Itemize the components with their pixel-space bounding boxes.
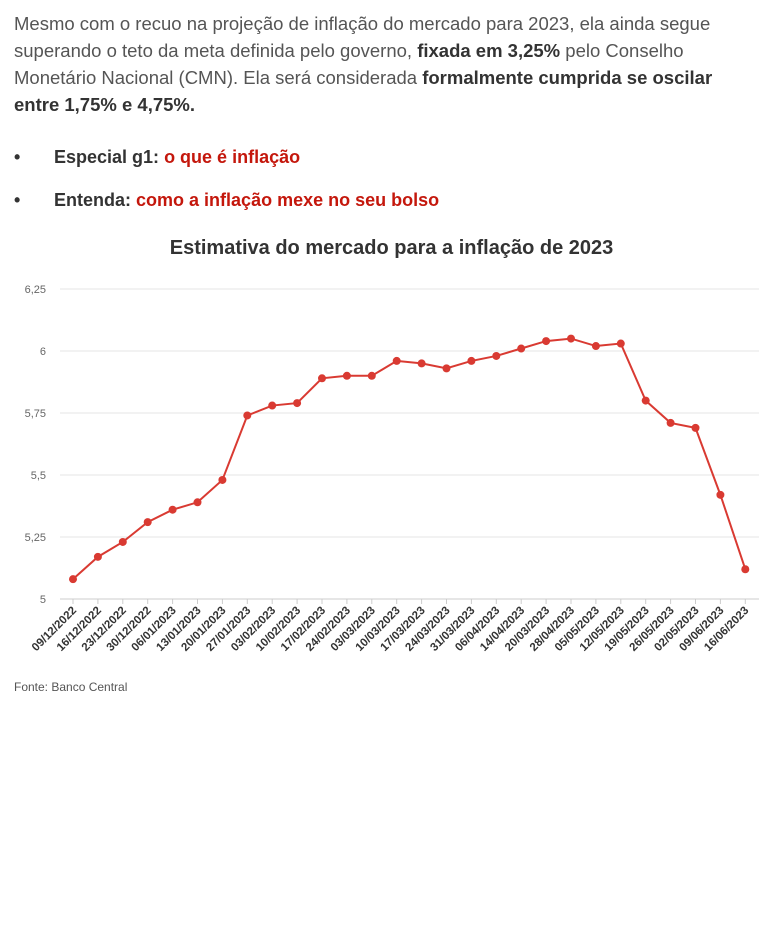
- data-point: [69, 575, 77, 584]
- data-point: [666, 418, 675, 427]
- data-point: [93, 552, 102, 561]
- para-bold-1: fixada em 3,25%: [417, 40, 561, 61]
- series-line: [72, 337, 747, 580]
- data-point: [691, 423, 700, 432]
- data-point: [318, 374, 326, 383]
- data-point: [616, 339, 625, 348]
- para-text-1: Mesmo com o recuo na projeção de inflaçã…: [14, 13, 711, 61]
- data-point: [342, 371, 351, 380]
- y-tick-label: 5,5: [31, 470, 46, 482]
- data-point: [716, 490, 725, 499]
- data-point: [118, 537, 127, 546]
- source-note: Fonte: Banco Central: [14, 680, 128, 694]
- link-label: Especial g1:: [54, 147, 160, 167]
- data-point: [492, 351, 501, 360]
- data-point: [218, 475, 227, 484]
- y-tick-label: 5,25: [25, 532, 46, 544]
- data-point: [591, 342, 600, 351]
- link-o-que-e-inflacao[interactable]: o que é inflação: [164, 147, 301, 167]
- data-point: [567, 334, 575, 343]
- bullet-icon: •: [14, 147, 21, 167]
- related-links-list: • Especial g1: o que é inflação • Entend…: [14, 144, 754, 230]
- y-tick-label: 6,25: [25, 284, 46, 296]
- data-point: [467, 356, 476, 365]
- para-bold-2: formalmente cumprida se oscilar entre 1,…: [14, 67, 713, 115]
- data-point: [392, 356, 401, 365]
- data-point: [517, 344, 526, 353]
- data-point: [193, 498, 202, 507]
- bullet-icon: •: [14, 190, 21, 210]
- link-label: Entenda:: [54, 190, 132, 210]
- data-point: [741, 565, 750, 574]
- line-chart: 55,255,55,7566,2509/12/202216/12/202223/…: [25, 284, 759, 654]
- data-point: [367, 371, 376, 380]
- para-text-2: pelo Conselho Monetário Nacional (CMN). …: [14, 40, 684, 88]
- data-point: [542, 337, 551, 346]
- data-point: [641, 396, 650, 405]
- data-point: [268, 401, 277, 410]
- data-point: [417, 359, 426, 368]
- link-inflacao-no-bolso[interactable]: como a inflação mexe no seu bolso: [136, 190, 440, 210]
- y-tick-label: 5: [40, 594, 46, 606]
- y-tick-label: 6: [40, 346, 46, 358]
- data-point: [243, 411, 252, 420]
- data-point: [143, 518, 152, 527]
- data-point: [293, 399, 302, 408]
- data-point: [442, 364, 451, 373]
- list-item: • Especial g1: o que é inflação: [14, 144, 754, 187]
- article-paragraph: Mesmo com o recuo na projeção de inflaçã…: [14, 10, 759, 118]
- data-point: [168, 505, 177, 514]
- list-item: • Entenda: como a inflação mexe no seu b…: [14, 187, 754, 230]
- chart-title: Estimativa do mercado para a inflação de…: [169, 237, 614, 259]
- y-tick-label: 5,75: [25, 408, 46, 420]
